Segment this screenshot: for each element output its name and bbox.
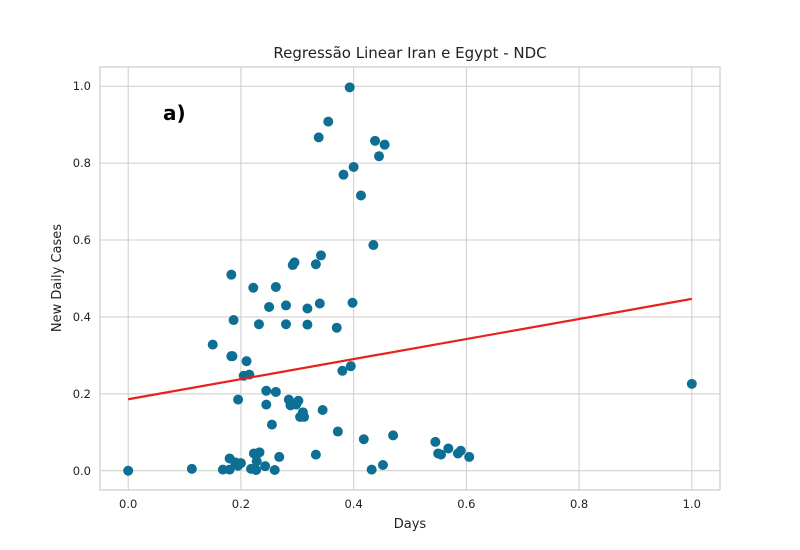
data-point (686, 378, 697, 389)
data-point (260, 461, 271, 472)
data-point (374, 151, 384, 162)
data-point (186, 463, 197, 474)
x-tick-label: 0.6 (457, 497, 475, 511)
y-tick-label: 0.4 (73, 310, 91, 324)
data-point (302, 319, 313, 330)
grid (100, 67, 720, 490)
data-point (269, 465, 280, 476)
data-point (314, 298, 325, 309)
y-tick-label: 1.0 (73, 79, 91, 93)
x-tick-label: 0.4 (344, 497, 362, 511)
data-point (254, 447, 265, 458)
data-point (317, 405, 328, 416)
x-tick-label: 0.0 (119, 497, 137, 511)
data-point (302, 303, 313, 314)
data-point (355, 190, 366, 201)
data-point (228, 315, 239, 326)
y-tick-label: 0.2 (73, 387, 91, 401)
data-point (207, 339, 218, 350)
data-point (347, 297, 358, 308)
y-axis-ticks: 0.0 0.2 0.4 0.6 0.8 1.0 (73, 79, 91, 478)
x-tick-label: 1.0 (683, 497, 701, 511)
x-axis-label: Days (394, 517, 427, 532)
chart-title: Regressão Linear Iran e Egypt - NDC (273, 44, 546, 62)
data-point (261, 399, 272, 410)
data-point (123, 465, 134, 476)
regression-line-group (127, 297, 693, 401)
data-point (331, 322, 342, 333)
data-point (251, 456, 262, 467)
data-point (270, 386, 281, 397)
data-point (289, 257, 300, 268)
data-point (226, 269, 237, 280)
data-point (368, 240, 379, 251)
data-point (235, 458, 246, 469)
data-point (388, 430, 399, 441)
data-point (241, 356, 252, 367)
plot-frame (99, 66, 721, 491)
y-tick-label: 0.6 (73, 233, 91, 247)
data-point (464, 451, 475, 462)
data-point (233, 394, 244, 405)
data-point (315, 250, 326, 261)
data-point (224, 464, 235, 475)
data-point (358, 434, 369, 445)
panel-label: a) (163, 101, 186, 125)
data-point (270, 281, 281, 292)
data-point (337, 365, 348, 376)
data-point (251, 465, 262, 476)
data-point (248, 282, 259, 293)
regression-line (127, 297, 693, 401)
x-tick-label: 0.2 (232, 497, 250, 511)
data-point (281, 319, 291, 330)
data-point (323, 116, 334, 127)
data-point (366, 464, 377, 475)
y-tick-label: 0.0 (73, 464, 91, 478)
data-point (379, 139, 390, 150)
data-point (261, 385, 272, 396)
data-point (436, 449, 446, 460)
data-point (377, 460, 388, 471)
y-tick-label: 0.8 (73, 156, 91, 170)
data-point (281, 300, 291, 311)
x-axis-ticks: 0.0 0.2 0.4 0.6 0.8 1.0 (119, 497, 701, 511)
data-point (274, 451, 285, 462)
data-points (123, 82, 697, 476)
data-point (338, 169, 349, 180)
data-point (345, 361, 356, 372)
data-point (266, 419, 277, 430)
data-point (430, 436, 441, 447)
data-point (299, 411, 310, 422)
data-point (310, 259, 321, 270)
data-point (344, 82, 355, 93)
y-axis-label: New Daily Cases (50, 224, 65, 332)
data-point (310, 449, 321, 460)
data-point (443, 443, 454, 454)
data-point (370, 135, 381, 146)
data-point (313, 132, 324, 143)
data-point (348, 161, 359, 172)
data-point (332, 426, 343, 437)
data-point (293, 395, 304, 406)
data-point (227, 351, 238, 362)
x-tick-label: 0.8 (570, 497, 588, 511)
data-point (455, 445, 466, 456)
data-point (264, 301, 275, 312)
data-point (253, 319, 264, 330)
